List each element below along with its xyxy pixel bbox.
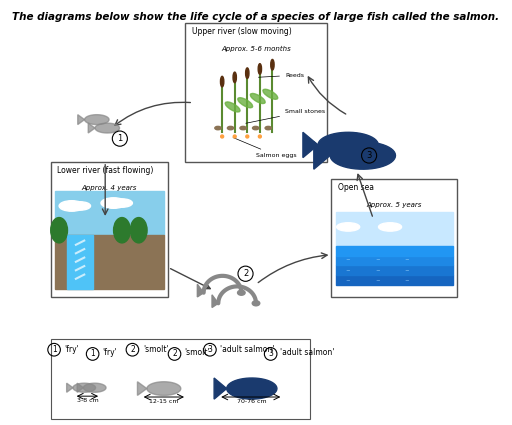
Polygon shape — [137, 382, 147, 395]
Text: 1: 1 — [90, 349, 95, 358]
Ellipse shape — [238, 98, 252, 108]
Ellipse shape — [258, 64, 262, 74]
Text: ~: ~ — [346, 278, 351, 283]
Ellipse shape — [59, 201, 84, 211]
Polygon shape — [73, 383, 96, 392]
Ellipse shape — [252, 301, 260, 306]
Ellipse shape — [51, 218, 68, 243]
Text: ~: ~ — [375, 278, 380, 283]
Text: Upper river (slow moving): Upper river (slow moving) — [192, 27, 292, 36]
Polygon shape — [227, 378, 277, 399]
Text: Open sea: Open sea — [338, 183, 374, 192]
Polygon shape — [330, 142, 395, 169]
Bar — [335, 256, 453, 266]
Text: 3-8 cm: 3-8 cm — [77, 398, 98, 403]
Text: Salmon eggs: Salmon eggs — [233, 138, 296, 158]
Ellipse shape — [250, 94, 265, 104]
Text: The diagrams below show the life cycle of a species of large fish called the sal: The diagrams below show the life cycle o… — [12, 12, 500, 22]
Text: 'adult salmon': 'adult salmon' — [280, 348, 335, 357]
Polygon shape — [77, 383, 83, 392]
Text: Approx. 5 years: Approx. 5 years — [367, 202, 422, 208]
Ellipse shape — [271, 60, 274, 70]
Ellipse shape — [336, 223, 359, 231]
Text: 2: 2 — [172, 349, 177, 358]
Ellipse shape — [225, 102, 240, 112]
Polygon shape — [197, 284, 204, 297]
Bar — [68, 235, 93, 289]
FancyBboxPatch shape — [185, 23, 327, 162]
Bar — [335, 212, 453, 249]
Ellipse shape — [233, 135, 236, 138]
Polygon shape — [314, 142, 330, 169]
Bar — [55, 191, 164, 235]
Ellipse shape — [227, 126, 233, 130]
Polygon shape — [212, 295, 218, 308]
Bar — [335, 266, 453, 275]
Polygon shape — [84, 115, 109, 125]
Ellipse shape — [215, 126, 221, 130]
Ellipse shape — [259, 135, 261, 138]
Polygon shape — [78, 115, 84, 125]
Polygon shape — [318, 132, 378, 158]
Text: 'smolt': 'smolt' — [184, 348, 210, 357]
Ellipse shape — [238, 290, 245, 295]
Bar — [335, 275, 453, 285]
Text: Approx. 5-6 months: Approx. 5-6 months — [221, 46, 291, 52]
Text: ~: ~ — [404, 278, 409, 283]
Text: Reeds: Reeds — [259, 73, 304, 78]
Ellipse shape — [221, 76, 224, 87]
Text: 12-15 cm: 12-15 cm — [149, 399, 179, 404]
Ellipse shape — [112, 199, 133, 207]
Text: Lower river (fast flowing): Lower river (fast flowing) — [57, 166, 153, 175]
Ellipse shape — [265, 126, 271, 130]
Polygon shape — [67, 383, 73, 392]
Ellipse shape — [246, 68, 249, 79]
Ellipse shape — [221, 135, 224, 138]
Text: 2: 2 — [130, 345, 135, 354]
Polygon shape — [303, 132, 318, 158]
Bar — [335, 246, 453, 256]
Ellipse shape — [240, 126, 246, 130]
Ellipse shape — [131, 218, 147, 243]
Text: 'smolt': 'smolt' — [143, 345, 168, 354]
Polygon shape — [214, 378, 227, 399]
Text: 'fry': 'fry' — [65, 345, 79, 354]
Polygon shape — [88, 123, 95, 133]
Ellipse shape — [101, 198, 126, 208]
Text: 3: 3 — [268, 349, 273, 358]
Text: 'fry': 'fry' — [102, 348, 117, 357]
Ellipse shape — [233, 72, 237, 83]
Text: 'adult salmon': 'adult salmon' — [220, 345, 275, 354]
Text: ~: ~ — [375, 257, 380, 262]
FancyBboxPatch shape — [51, 339, 310, 419]
Polygon shape — [83, 383, 106, 392]
Text: ~: ~ — [375, 268, 380, 273]
Text: 1: 1 — [52, 345, 56, 354]
Text: ~: ~ — [404, 257, 409, 262]
Text: ~: ~ — [404, 268, 409, 273]
Ellipse shape — [70, 202, 91, 210]
Bar — [55, 235, 164, 289]
Text: ~: ~ — [346, 268, 351, 273]
Text: Small stones: Small stones — [246, 109, 325, 123]
Text: 3: 3 — [207, 345, 212, 354]
Text: ~: ~ — [346, 257, 351, 262]
Text: 1: 1 — [117, 134, 122, 143]
Text: 2: 2 — [243, 269, 248, 278]
Polygon shape — [147, 382, 181, 395]
Ellipse shape — [378, 223, 401, 231]
Ellipse shape — [252, 126, 259, 130]
Ellipse shape — [114, 218, 131, 243]
FancyBboxPatch shape — [331, 179, 457, 297]
Text: Approx. 4 years: Approx. 4 years — [82, 185, 137, 191]
Text: 70-76 cm: 70-76 cm — [237, 399, 267, 404]
FancyBboxPatch shape — [51, 162, 168, 297]
Polygon shape — [95, 123, 119, 133]
Ellipse shape — [263, 89, 278, 99]
Text: 3: 3 — [367, 151, 372, 160]
Ellipse shape — [246, 135, 249, 138]
